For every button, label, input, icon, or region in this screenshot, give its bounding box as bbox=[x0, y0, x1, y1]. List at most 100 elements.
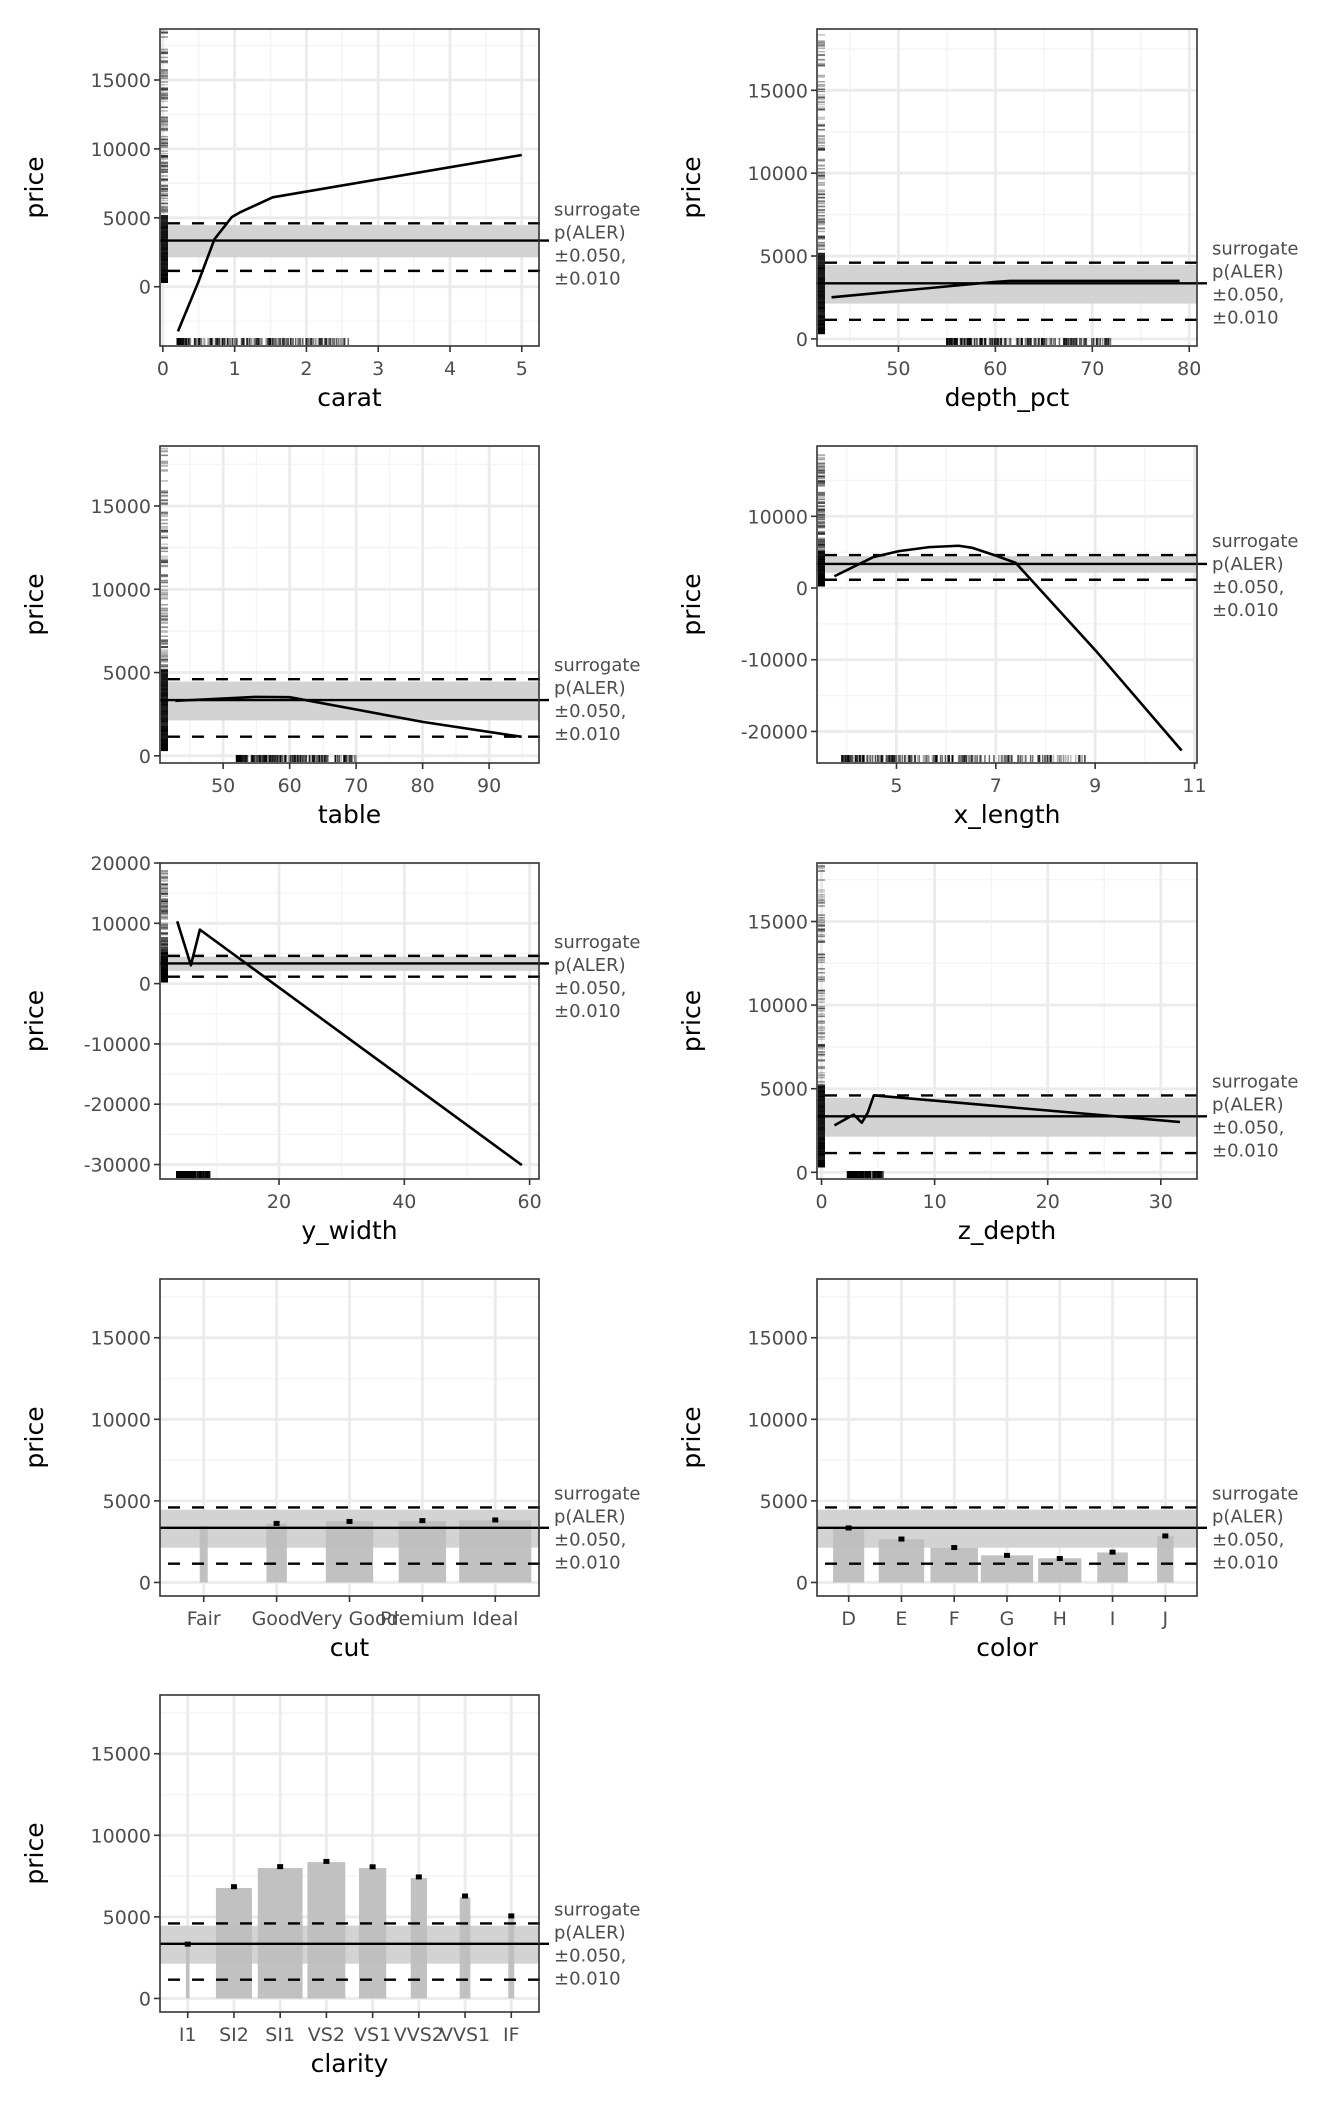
y-tick-label: 15000 bbox=[91, 496, 151, 518]
gridlines bbox=[160, 29, 539, 346]
annotation-line: p(ALER) bbox=[554, 222, 626, 243]
annotation-line: ±0.010 bbox=[1212, 1552, 1279, 1573]
annotation-line: ±0.050, bbox=[1212, 577, 1284, 598]
annotation-line: surrogate bbox=[554, 1899, 640, 1920]
x-tick-label: 40 bbox=[392, 1191, 416, 1213]
panel-background bbox=[160, 29, 539, 346]
y-tick-label: 0 bbox=[139, 1572, 151, 1594]
point-f bbox=[951, 1545, 958, 1551]
x-axis-title: carat bbox=[317, 383, 382, 412]
ale-curve bbox=[175, 920, 523, 1167]
annotation-line: p(ALER) bbox=[554, 1506, 626, 1527]
x-tick-label: 10 bbox=[923, 1191, 947, 1213]
y-tick-label: 5000 bbox=[103, 663, 151, 685]
x-tick-label: VS2 bbox=[308, 2024, 345, 2046]
ale-curve bbox=[833, 544, 1183, 752]
y-tick-label: 0 bbox=[796, 578, 808, 600]
panel-border bbox=[159, 445, 540, 764]
annotation-line: surrogate bbox=[554, 655, 640, 676]
x-tick-label: 9 bbox=[1089, 775, 1101, 797]
x-tick-label: 60 bbox=[278, 775, 302, 797]
annotation-line: surrogate bbox=[1212, 239, 1298, 260]
bar-good bbox=[266, 1523, 287, 1583]
rug-y bbox=[818, 865, 825, 1168]
x-tick-label: 5 bbox=[890, 775, 902, 797]
bar-e bbox=[878, 1539, 925, 1583]
x-tick-label: Ideal bbox=[472, 1608, 518, 1630]
bar-vvs1 bbox=[459, 1897, 471, 1999]
x-axis-title: x_length bbox=[954, 800, 1061, 829]
annotation-line: ±0.050, bbox=[1212, 285, 1284, 306]
annotation-line: surrogate bbox=[1212, 531, 1298, 552]
annotation-line: p(ALER) bbox=[554, 678, 626, 699]
x-tick-label: 0 bbox=[815, 1191, 827, 1213]
annotation-line: ±0.010 bbox=[554, 1968, 621, 1989]
x-tick-label: 1 bbox=[229, 358, 241, 380]
rug-y bbox=[161, 447, 168, 752]
rug-y bbox=[818, 29, 825, 335]
annotation-line: surrogate bbox=[1212, 1071, 1298, 1092]
bar-j bbox=[1157, 1536, 1174, 1583]
annotation-line: ±0.050, bbox=[1212, 1117, 1284, 1138]
x-tick-label: 80 bbox=[411, 775, 435, 797]
panel-x-length: -20000 -10000 0 10000 5 7 9 11 x_length price surr… bbox=[677, 445, 1298, 829]
bar-i1 bbox=[185, 1944, 190, 1999]
x-tick-label: I1 bbox=[179, 2024, 197, 2046]
y-tick-label: 0 bbox=[139, 277, 151, 299]
rug-x bbox=[235, 755, 357, 762]
x-tick-label: 5 bbox=[516, 358, 528, 380]
panel-y-width: -30000 -20000 -10000 0 10000 20000 20 40 60 y_wid… bbox=[20, 853, 640, 1245]
panel-border bbox=[816, 862, 1198, 1180]
point-vs1 bbox=[369, 1864, 376, 1870]
bar-premium bbox=[398, 1521, 447, 1583]
point-vs2 bbox=[323, 1858, 330, 1864]
x-tick-label: VVS2 bbox=[394, 2024, 444, 2046]
y-tick-label: 0 bbox=[796, 329, 808, 351]
panel-carat: 0 5000 10000 15000 0 1 2 3 4 5 carat price surrogate… bbox=[20, 28, 640, 412]
rug-y-dense bbox=[818, 1085, 825, 1167]
x-tick-label: 70 bbox=[344, 775, 368, 797]
y-axis-title: price bbox=[20, 1406, 49, 1468]
y-tick-label: 15000 bbox=[748, 912, 808, 934]
panel-z-depth: 0 5000 10000 15000 0 10 20 30 z_depth price surrog… bbox=[677, 862, 1298, 1245]
x-tick-label: 70 bbox=[1080, 358, 1104, 380]
y-tick-label: 5000 bbox=[760, 246, 808, 268]
x-tick-label: 20 bbox=[267, 1191, 291, 1213]
x-tick-label: 7 bbox=[990, 775, 1002, 797]
x-axis-title: depth_pct bbox=[945, 383, 1070, 412]
annotation-line: ±0.050, bbox=[554, 245, 626, 266]
annotation-line: surrogate bbox=[1212, 1483, 1298, 1504]
annotation-line: ±0.050, bbox=[554, 1529, 626, 1550]
x-tick-label: Fair bbox=[187, 1608, 221, 1630]
x-tick-label: E bbox=[895, 1608, 907, 1630]
bar-fair bbox=[199, 1526, 208, 1583]
annotation-line: ±0.010 bbox=[1212, 1140, 1279, 1161]
y-tick-label: -20000 bbox=[741, 721, 808, 743]
x-tick-label: 60 bbox=[983, 358, 1007, 380]
bar-f bbox=[930, 1547, 978, 1583]
bar-d bbox=[833, 1527, 865, 1583]
y-tick-label: 5000 bbox=[103, 208, 151, 230]
point-e bbox=[898, 1536, 905, 1542]
y-axis-title: price bbox=[20, 990, 49, 1052]
y-tick-label: -20000 bbox=[84, 1094, 151, 1116]
bar-ideal bbox=[459, 1520, 532, 1583]
point-very-good bbox=[346, 1518, 353, 1524]
panel-background bbox=[160, 863, 539, 1179]
ale-curve bbox=[176, 153, 522, 332]
y-tick-label: 10000 bbox=[748, 506, 808, 528]
y-tick-label: 15000 bbox=[91, 1328, 151, 1350]
annotation-line: surrogate bbox=[554, 932, 640, 953]
y-tick-label: 15000 bbox=[748, 1328, 808, 1350]
rug-y bbox=[818, 454, 825, 587]
bar-if bbox=[508, 1916, 515, 1999]
y-tick-label: 0 bbox=[796, 1572, 808, 1594]
x-axis-title: y_width bbox=[301, 1216, 397, 1245]
rug-x bbox=[841, 755, 1086, 762]
y-tick-label: 0 bbox=[139, 746, 151, 768]
x-tick-label: Good bbox=[252, 1608, 302, 1630]
y-axis-title: price bbox=[677, 156, 706, 218]
